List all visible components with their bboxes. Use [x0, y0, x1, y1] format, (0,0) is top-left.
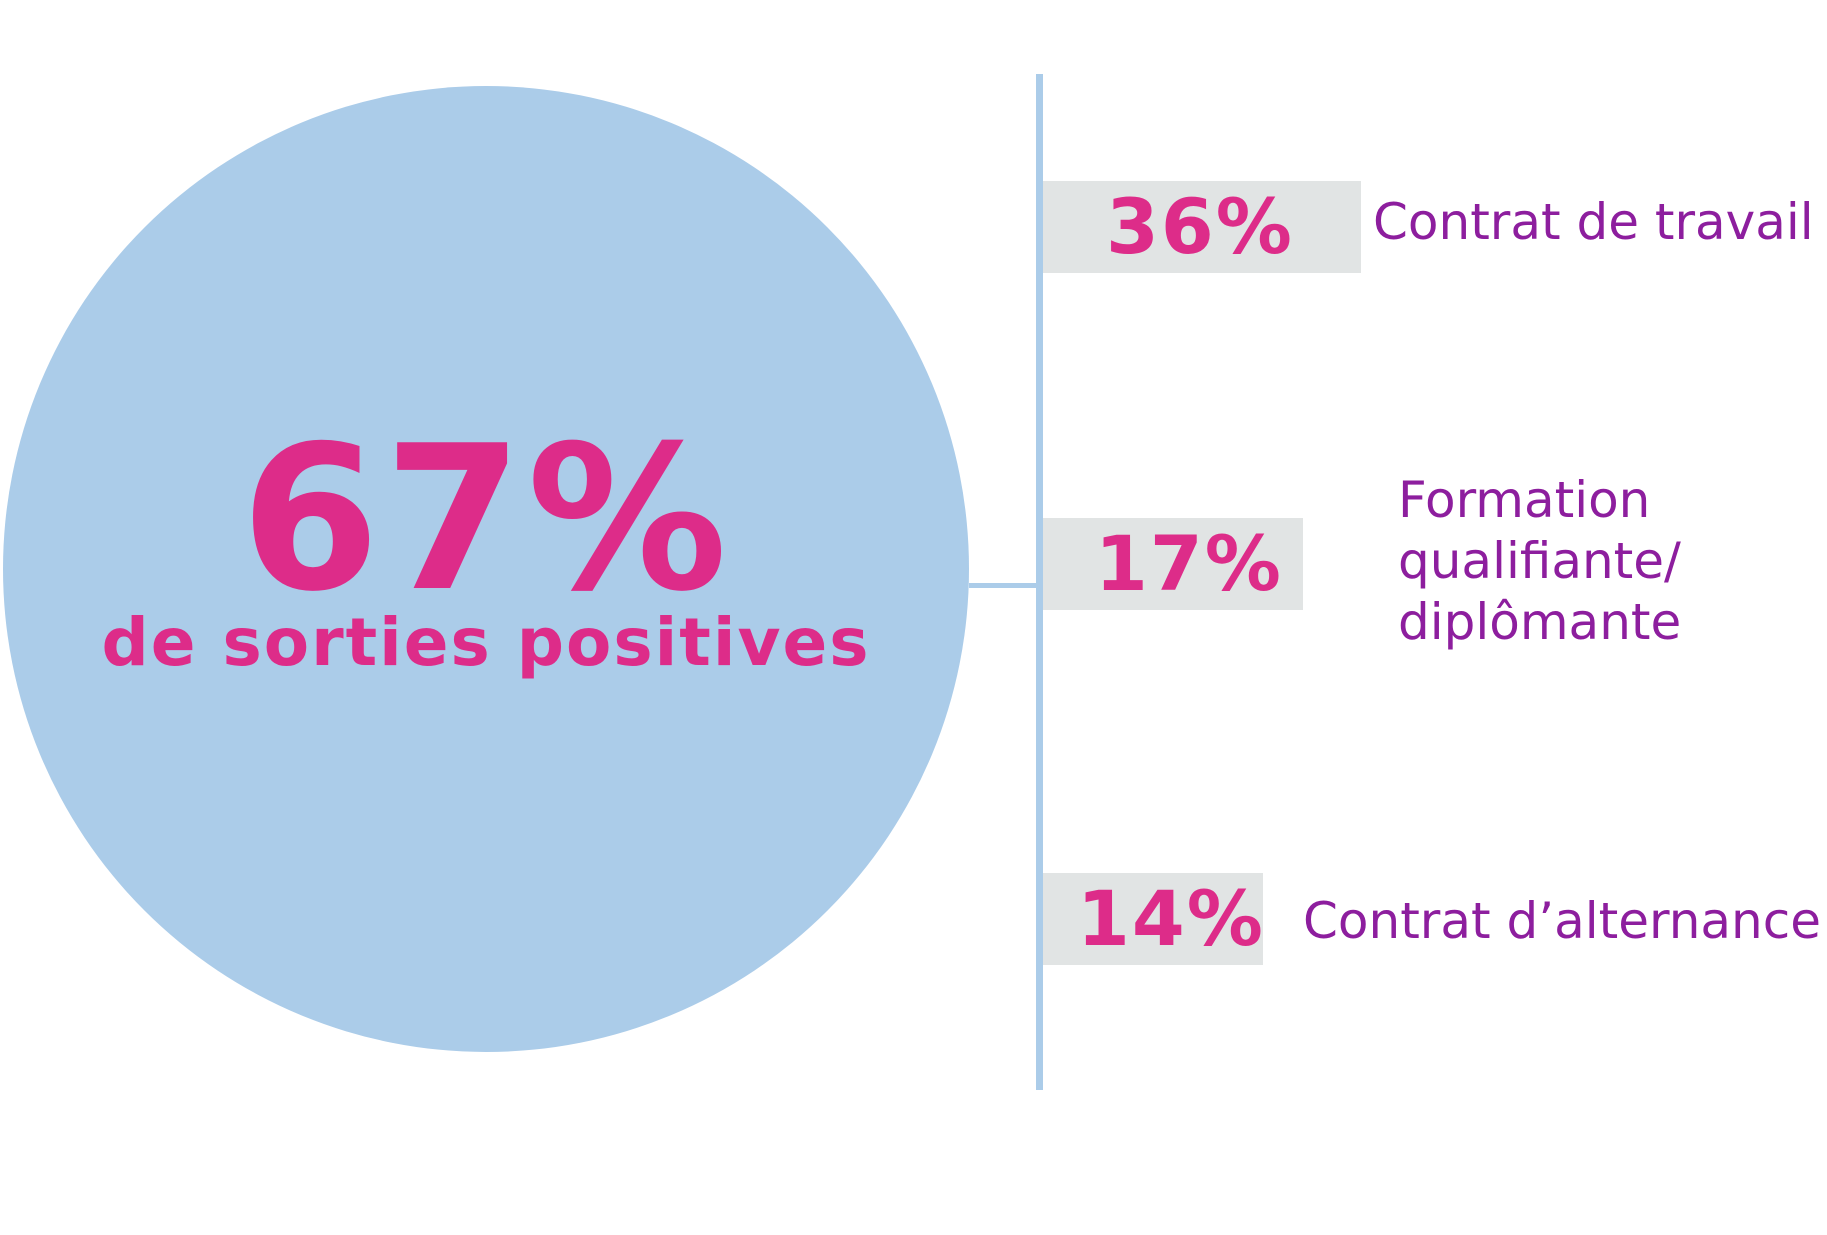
label-formation: Formation qualifiante/ diplômante	[1398, 470, 1681, 653]
badge-formation: 17%	[1043, 518, 1303, 610]
label-line: qualifiante/	[1398, 532, 1681, 590]
label-line: Formation	[1398, 471, 1651, 529]
summary-caption: de sorties positives	[101, 604, 871, 681]
badge-contrat-de-travail: 36%	[1043, 181, 1361, 273]
badge-contrat-alternance: 14%	[1043, 873, 1263, 965]
label-contrat-de-travail: Contrat de travail	[1373, 193, 1814, 251]
badge-value: 17%	[1095, 519, 1283, 608]
label-line: diplômante	[1398, 593, 1682, 651]
vertical-divider	[1036, 74, 1043, 1090]
label-contrat-alternance: Contrat d’alternance	[1303, 892, 1821, 950]
badge-value: 36%	[1106, 182, 1294, 271]
summary-value: 67%	[240, 403, 732, 636]
badge-value: 14%	[1077, 874, 1265, 963]
connector-line	[969, 583, 1037, 588]
summary-circle	[3, 86, 969, 1052]
